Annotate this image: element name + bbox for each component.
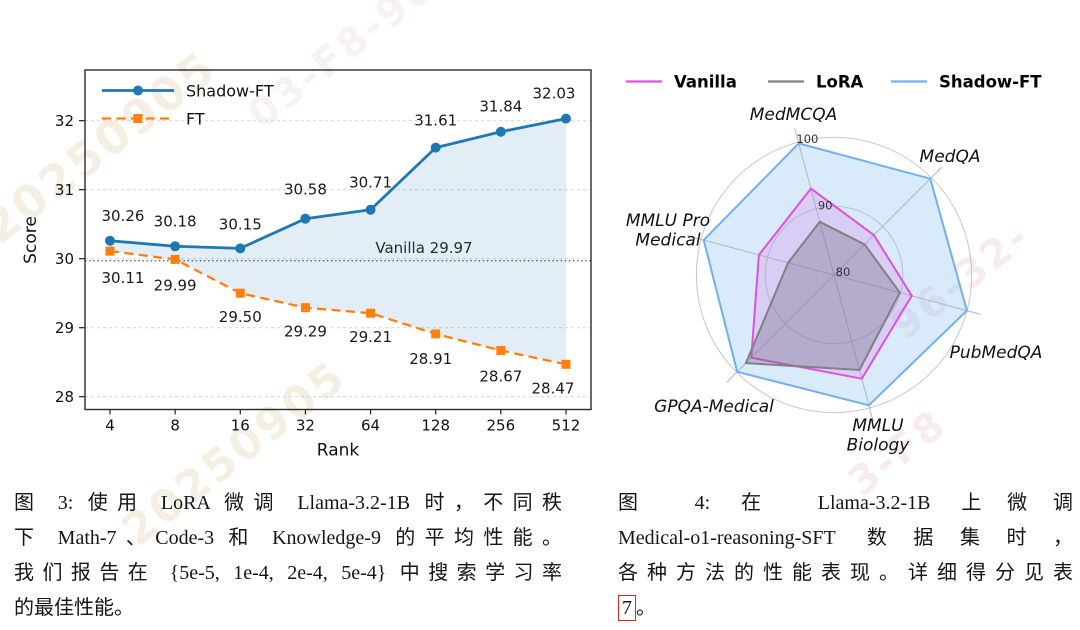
x-tick-label: 8 [170,417,180,435]
legend-label: LoRA [816,73,864,92]
y-axis-title: Score [21,216,41,264]
data-label: 30.58 [284,181,327,199]
marker-ft [496,345,506,355]
marker-shadow-ft [495,126,506,137]
radar-spoke [833,274,981,315]
caption-line: 我们报告在 {5e-5, 1e-4, 2e-4, 5e-4} 中搜索学习率 [14,562,562,584]
radar-category-label: MMLU [852,416,904,436]
x-tick-label: 512 [552,417,581,435]
marker-shadow-ft [365,204,376,215]
caption-text: 。 [636,597,656,619]
radar-spoke [833,167,942,276]
y-tick-label: 31 [55,181,74,199]
data-label: 29.29 [284,323,327,341]
radar-tick-label: 90 [818,199,833,213]
radar-category-label: MMLU Pro [626,211,710,231]
caption-line: Medical-o1-reasoning-SFT 数据集时， [618,527,1073,549]
x-tick-label: 256 [487,417,516,435]
data-label: 30.26 [102,207,145,225]
legend-label: Shadow-FT [939,73,1042,92]
line-chart: 28 29 30 31 32 4 8 16 32 64 128 256 512 Rank Score Vani… [21,69,592,461]
x-tick-label: 4 [105,417,115,435]
radar-spoke [726,274,835,383]
radar-polygon-shadow-ft [702,142,969,407]
marker-ft [235,288,245,298]
radar-category-label: Biology [847,436,911,456]
x-axis-title: Rank [317,441,360,461]
y-tick-label: 29 [55,319,74,337]
plot-frame [84,69,592,411]
data-label: 30.18 [154,212,197,230]
data-label: 28.67 [479,367,522,385]
radar-tick-label: 80 [836,265,851,279]
radar-spoke [794,128,835,276]
marker-shadow-ft [560,113,571,124]
marker-shadow-ft [300,213,311,224]
data-label: 32.03 [533,85,576,103]
x-tick-label: 16 [231,417,250,435]
radar-category-label: MedQA [920,147,981,167]
legend-label: Shadow-FT [186,82,274,101]
caption-line: 的最佳性能。 [14,597,134,619]
legend-marker-ft [133,114,143,123]
data-label: 29.99 [154,276,197,294]
data-label: 31.61 [414,112,457,130]
legend-label: FT [186,110,205,129]
radar-spoke [833,274,874,422]
radar-tick-label: 100 [796,132,818,146]
data-label: 30.11 [102,269,145,287]
marker-ft [170,254,180,264]
caption-line: 图 4: 在 Llama-3.2-1B 上微调 [618,492,1073,514]
data-label: 30.71 [349,174,392,192]
data-label: 29.21 [349,328,392,346]
marker-ft [105,246,115,256]
caption-line: 图 3: 使用 LoRA 微调 Llama-3.2-1B 时，不同秩 [14,492,562,514]
marker-shadow-ft [170,241,181,252]
caption-line: 各种方法的性能表现。详细得分见表 [618,562,1073,584]
marker-shadow-ft [430,142,441,153]
radar-polygon-lora [744,220,901,372]
marker-shadow-ft [105,235,115,246]
figure-3-caption: 图 3: 使用 LoRA 微调 Llama-3.2-1B 时，不同秩 下 Mat… [14,486,562,626]
legend-label: Vanilla [674,73,737,92]
caption-line: 下 Math-7、Code-3 和 Knowledge-9 的平均性能。 [14,527,562,549]
radar-spoke [687,235,835,276]
x-tick-label: 64 [361,417,380,435]
radar-polygon-vanilla [750,187,913,380]
radar-category-label: Medical [635,231,700,251]
marker-ft [561,359,571,369]
data-label: 28.91 [409,350,452,368]
marker-shadow-ft [235,243,246,254]
data-label: 30.15 [219,215,262,233]
caption-line: 7。 [618,591,1073,626]
radar-category-label: GPQA-Medical [654,397,774,417]
marker-ft [300,303,310,313]
data-label: 28.47 [532,379,575,397]
x-tick-label: 32 [296,417,315,435]
table-ref-link[interactable]: 7 [618,595,636,621]
radar-ring [695,136,973,414]
y-tick-label: 28 [55,388,74,406]
baseline-label: Vanilla 29.97 [375,239,472,257]
y-tick-label: 32 [55,112,74,130]
x-tick-label: 128 [421,417,450,435]
fill-between [110,118,566,365]
marker-ft [431,329,441,339]
radar-category-label: PubMedQA [950,343,1043,363]
series-line-shadow-ft [109,117,567,250]
radar-category-label: MedMCQA [750,105,837,125]
y-tick-label: 30 [55,250,74,268]
data-label: 31.84 [479,98,522,116]
data-label: 29.50 [219,308,262,326]
series-line-ft [109,249,567,366]
marker-ft [366,308,376,318]
legend-marker-shadow-ft [133,85,143,96]
figure-4-caption: 图 4: 在 Llama-3.2-1B 上微调 Medical-o1-reaso… [618,486,1073,626]
